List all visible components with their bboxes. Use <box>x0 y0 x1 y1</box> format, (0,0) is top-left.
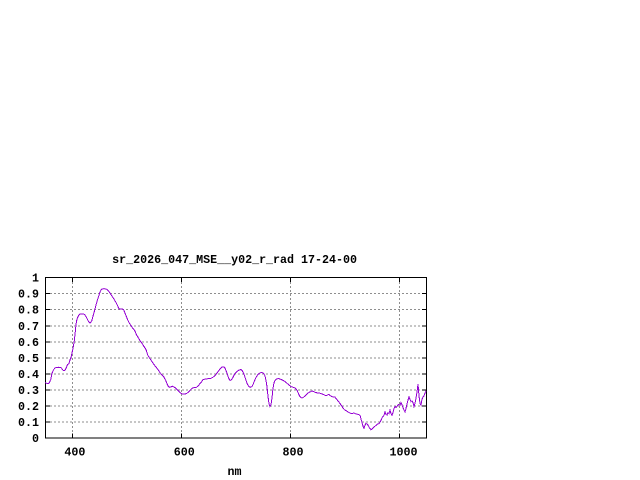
svg-text:0.1: 0.1 <box>18 416 39 430</box>
svg-text:nm: nm <box>228 465 242 479</box>
svg-text:600: 600 <box>174 445 195 459</box>
svg-text:sr_2026_047_MSE__y02_r_rad 17-: sr_2026_047_MSE__y02_r_rad 17-24-00 <box>112 253 357 267</box>
svg-text:0.6: 0.6 <box>18 336 39 350</box>
svg-text:0.4: 0.4 <box>18 368 39 382</box>
svg-text:0.7: 0.7 <box>18 320 39 334</box>
svg-text:1000: 1000 <box>390 445 418 459</box>
svg-text:0.5: 0.5 <box>18 352 39 366</box>
svg-text:0.8: 0.8 <box>18 304 39 318</box>
svg-text:0.2: 0.2 <box>18 400 39 414</box>
svg-text:0: 0 <box>32 432 39 446</box>
svg-text:800: 800 <box>283 445 304 459</box>
svg-text:400: 400 <box>64 445 85 459</box>
svg-text:1: 1 <box>32 272 39 286</box>
svg-text:0.9: 0.9 <box>18 288 39 302</box>
svg-text:0.3: 0.3 <box>18 384 39 398</box>
